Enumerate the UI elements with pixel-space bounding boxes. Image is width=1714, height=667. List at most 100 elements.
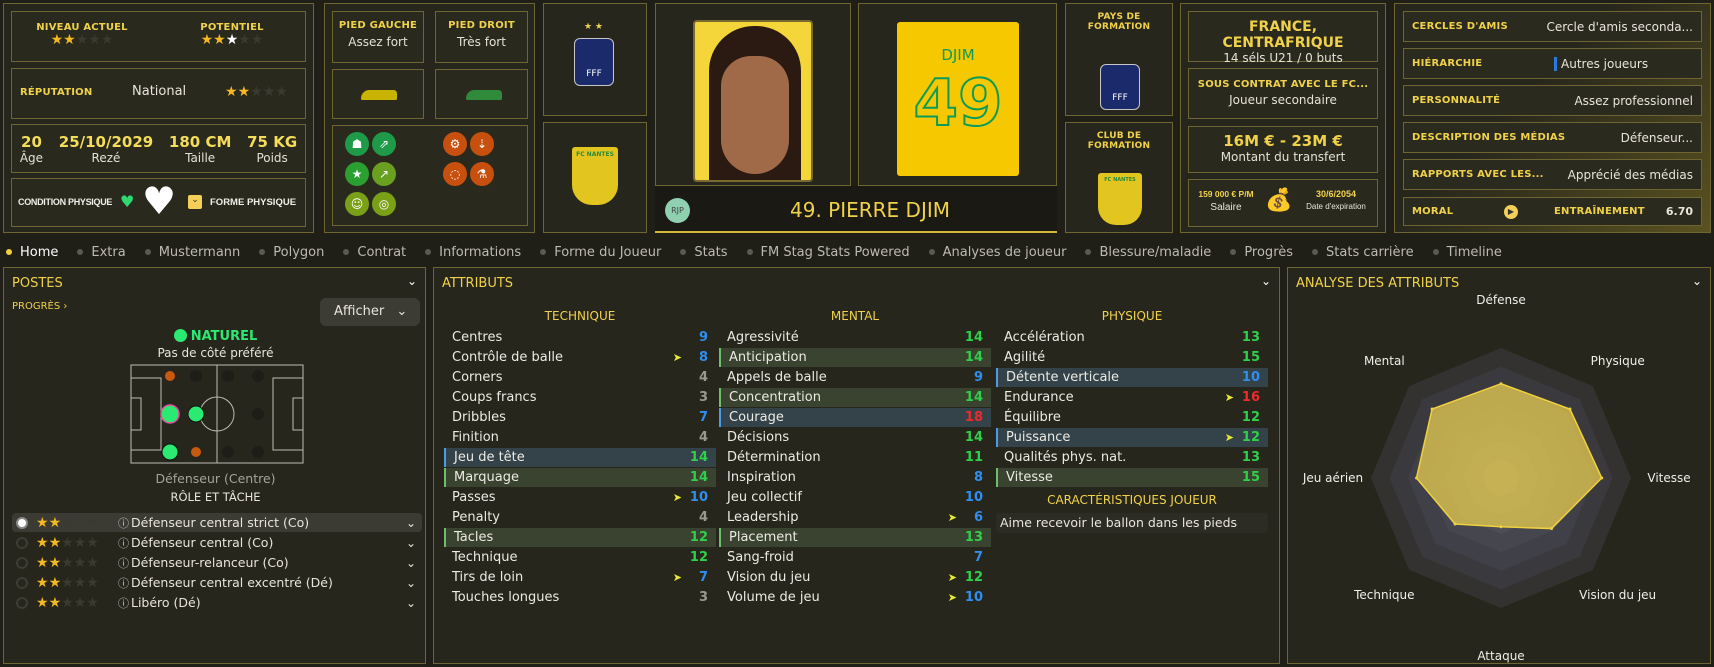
tab-progr-s[interactable]: Progrès xyxy=(1230,245,1293,260)
attribute-row[interactable]: Concentration 14 xyxy=(719,388,991,407)
tab-polygon[interactable]: Polygon xyxy=(259,245,324,260)
attribute-row[interactable]: Contrôle de balle ➤ 8 xyxy=(444,348,716,367)
attribute-row[interactable]: Vision du jeu ➤ 12 xyxy=(719,568,991,587)
attribute-row[interactable]: Détente verticale 10 xyxy=(996,368,1268,387)
role-radio[interactable] xyxy=(16,516,28,529)
radar-point-Vitesse xyxy=(1600,476,1604,480)
attribute-row[interactable]: Équilibre 12 xyxy=(996,408,1268,427)
attribute-row[interactable]: Qualités phys. nat. 13 xyxy=(996,448,1268,467)
attribute-row[interactable]: Dribbles 7 xyxy=(444,408,716,427)
attribute-row[interactable]: Accélération 13 xyxy=(996,328,1268,347)
gear-icon[interactable]: ⚙ xyxy=(443,132,467,156)
attribute-analysis-panel: ANALYSE DES ATTRIBUTS ⌄ Défense Physique V… xyxy=(1287,267,1711,664)
tab-mustermann[interactable]: Mustermann xyxy=(144,245,240,260)
attribute-row[interactable]: Jeu de tête 14 xyxy=(444,448,716,467)
tab-stats[interactable]: Stats xyxy=(680,245,728,260)
chevron-down-icon[interactable]: ⌄ xyxy=(405,515,416,530)
role-row[interactable]: ★★★★★ ⓘ Défenseur-relanceur (Co) ⌄ xyxy=(12,553,422,572)
radar-axis-label: Physique xyxy=(1590,354,1645,369)
tab-analyses-de-joueur[interactable]: Analyses de joueur xyxy=(928,245,1066,260)
progress-arrow-icon: ➤ xyxy=(1224,391,1234,404)
personal-row[interactable]: DESCRIPTION DES MÉDIAS Défenseur... xyxy=(1403,122,1702,153)
attribute-row[interactable]: Agilité 15 xyxy=(996,348,1268,367)
tab-informations[interactable]: Informations xyxy=(425,245,521,260)
shield-icon[interactable]: ☗ xyxy=(345,132,369,156)
attribute-row[interactable]: Appels de balle 9 xyxy=(719,368,991,387)
target-icon[interactable]: ◎ xyxy=(372,192,396,216)
attribute-row[interactable]: Corners 4 xyxy=(444,368,716,387)
info-icon[interactable]: ⓘ xyxy=(118,536,129,550)
attribute-row[interactable]: Sang-froid 7 xyxy=(719,548,991,567)
info-icon[interactable]: ⓘ xyxy=(118,576,129,590)
tab-blessure-maladie[interactable]: Blessure/maladie xyxy=(1085,245,1211,260)
info-icon[interactable]: ⓘ xyxy=(118,516,129,530)
tab-timeline[interactable]: Timeline xyxy=(1432,245,1502,260)
attribute-row[interactable]: Tacles 12 xyxy=(444,528,716,547)
tab-forme-du-joueur[interactable]: Forme du Joueur xyxy=(540,245,661,260)
role-row[interactable]: ★★★★★ ⓘ Défenseur central (Co) ⌄ xyxy=(12,533,422,552)
personal-row[interactable]: HIÉRARCHIE Autres joueurs xyxy=(1403,48,1702,79)
attribute-row[interactable]: Endurance ➤ 16 xyxy=(996,388,1268,407)
attribute-row[interactable]: Centres 9 xyxy=(444,328,716,347)
left-boot-box xyxy=(332,69,424,119)
role-radio[interactable] xyxy=(16,556,28,569)
attribute-row[interactable]: Penalty 4 xyxy=(444,508,716,527)
chevron-down-icon[interactable]: ⌄ xyxy=(405,555,416,570)
attribute-row[interactable]: Passes ➤ 10 xyxy=(444,488,716,507)
info-icon[interactable]: ⓘ xyxy=(118,556,129,570)
attribute-row[interactable]: Courage 18 xyxy=(719,408,991,427)
tab-dot-icon xyxy=(1085,249,1092,255)
chevron-down-icon[interactable]: ⌄ xyxy=(405,575,416,590)
progress-link[interactable]: PROGRÈS › xyxy=(12,301,68,312)
role-radio[interactable] xyxy=(16,596,28,609)
personal-row[interactable]: CERCLES D'AMIS Cercle d'amis seconda... xyxy=(1403,11,1702,42)
attribute-row[interactable]: Vitesse 15 xyxy=(996,468,1268,487)
attribute-row[interactable]: Puissance ➤ 12 xyxy=(996,428,1268,447)
attribute-row[interactable]: Coups francs 3 xyxy=(444,388,716,407)
flask-icon[interactable]: ⚗ xyxy=(470,162,494,186)
chevron-down-icon[interactable]: ⌄ xyxy=(405,595,416,610)
role-radio[interactable] xyxy=(16,536,28,549)
role-row[interactable]: ★★★★★ ⓘ Défenseur central strict (Co) ⌄ xyxy=(12,513,422,532)
attribute-row[interactable]: Jeu collectif 10 xyxy=(719,488,991,507)
chevron-down-icon[interactable]: ⌄ xyxy=(405,535,416,550)
role-row[interactable]: ★★★★★ ⓘ Défenseur central excentré (Dé) ⌄ xyxy=(12,573,422,592)
cone-target-icon[interactable]: ◌ xyxy=(443,162,467,186)
brain-icon[interactable]: ☺ xyxy=(345,192,369,216)
star-icon[interactable]: ★ xyxy=(345,162,369,186)
personal-row[interactable]: RAPPORTS AVEC LES... Apprécié des médias xyxy=(1403,159,1702,190)
attribute-row[interactable]: Décisions 14 xyxy=(719,428,991,447)
cone-down-icon[interactable]: ⇣ xyxy=(470,132,494,156)
chevron-down-icon[interactable]: ⌄ xyxy=(1691,274,1702,288)
tab-stats-carri-re[interactable]: Stats carrière xyxy=(1312,245,1414,260)
attribute-row[interactable]: Leadership ➤ 6 xyxy=(719,508,991,527)
info-icon[interactable]: ⓘ xyxy=(118,596,129,610)
attribute-value: 16 xyxy=(1241,390,1260,405)
attribute-row[interactable]: Technique 12 xyxy=(444,548,716,567)
contract-box[interactable]: SOUS CONTRAT AVEC LE FC... Joueur seconda… xyxy=(1188,68,1378,119)
empty-position-dots xyxy=(190,370,264,458)
chevron-down-icon[interactable]: ⌄ xyxy=(1260,274,1271,288)
role-radio[interactable] xyxy=(16,576,28,589)
attribute-row[interactable]: Touches longues 3 xyxy=(444,588,716,607)
attribute-row[interactable]: Inspiration 8 xyxy=(719,468,991,487)
role-row[interactable]: ★★★★★ ⓘ Libéro (Dé) ⌄ xyxy=(12,593,422,612)
attribute-row[interactable]: Détermination 11 xyxy=(719,448,991,467)
chevron-down-icon[interactable]: ⌄ xyxy=(406,274,417,288)
tab-home[interactable]: Home xyxy=(6,245,58,260)
attribute-row[interactable]: Finition 4 xyxy=(444,428,716,447)
attribute-row[interactable]: Volume de jeu ➤ 10 xyxy=(719,588,991,607)
tab-fm-stag-stats-powered[interactable]: FM Stag Stats Powered xyxy=(746,245,910,260)
attribute-row[interactable]: Agressivité 14 xyxy=(719,328,991,347)
tab-contrat[interactable]: Contrat xyxy=(343,245,406,260)
attribute-row[interactable]: Anticipation 14 xyxy=(719,348,991,367)
show-dropdown[interactable]: Afficher ⌄ xyxy=(320,298,420,326)
heart-pulse-icon: ♥ xyxy=(142,179,177,223)
arrows-icon[interactable]: ⇗ xyxy=(372,132,396,156)
attribute-row[interactable]: Tirs de loin ➤ 7 xyxy=(444,568,716,587)
tab-extra[interactable]: Extra xyxy=(77,245,126,260)
trend-up-icon[interactable]: ↗ xyxy=(372,162,396,186)
attribute-row[interactable]: Placement 13 xyxy=(719,528,991,547)
attribute-row[interactable]: Marquage 14 xyxy=(444,468,716,487)
personal-row[interactable]: PERSONNALITÉ Assez professionnel xyxy=(1403,85,1702,116)
